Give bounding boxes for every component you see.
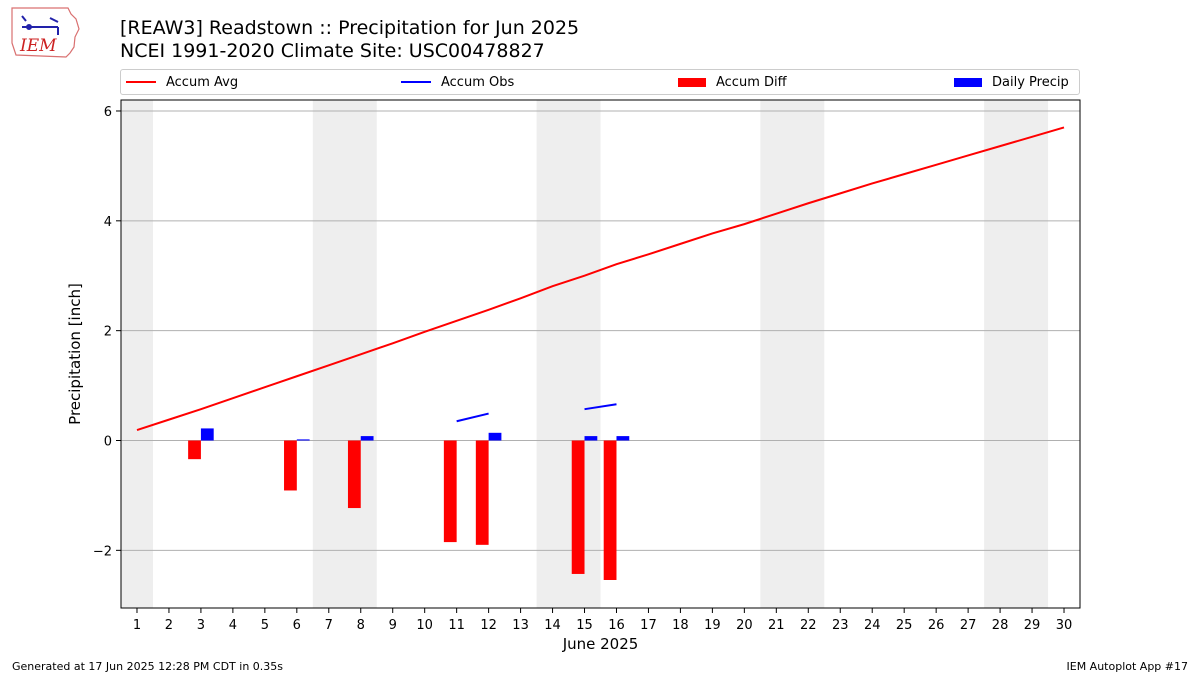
daily-precip-bar [200,428,214,441]
y-tick-label: 4 [104,215,112,230]
chart-title: [REAW3] Readstown :: Precipitation for J… [120,17,580,39]
x-tick-label: 12 [480,618,497,633]
app-credit: IEM Autoplot App #17 [1066,660,1189,673]
x-tick-label: 30 [1056,618,1073,633]
daily-precip-bar [360,436,374,441]
generated-timestamp: Generated at 17 Jun 2025 12:28 PM CDT in… [12,660,284,673]
legend-label: Daily Precip [992,74,1069,90]
legend-swatch [126,81,156,83]
x-tick-label: 6 [293,618,301,633]
x-tick-label: 27 [960,618,977,633]
daily-precip-bar [584,436,598,441]
x-tick-label: 28 [992,618,1009,633]
x-tick-label: 25 [896,618,913,633]
weekend-shade [121,100,153,608]
x-tick-label: 5 [261,618,269,633]
y-tick-label: −2 [93,544,112,559]
x-tick-label: 13 [512,618,529,633]
x-tick-label: 14 [544,618,561,633]
x-tick-label: 10 [416,618,433,633]
legend-item: Accum Diff [678,70,787,94]
accum-diff-bar [443,440,457,543]
weather-station-icon [21,15,59,35]
accum-diff-bar [347,440,361,509]
x-tick-label: 8 [357,618,365,633]
accum-diff-bar [188,440,201,460]
x-axis-label: June 2025 [562,635,639,653]
x-tick-label: 24 [864,618,881,633]
weekend-shade [536,100,601,608]
daily-precip-bar [296,439,310,441]
legend-swatch [678,77,706,87]
legend-label: Accum Avg [166,74,239,90]
y-tick-label: 2 [104,325,112,340]
iem-logo: IEM [11,7,80,58]
x-tick-label: 19 [704,618,721,633]
chart-subtitle: NCEI 1991-2020 Climate Site: USC00478827 [120,40,545,62]
accum-diff-bar [603,440,617,580]
legend-swatch [954,77,982,87]
accum-diff-bar [571,440,585,574]
accum-obs-line [456,412,489,423]
daily-precip-bar [488,432,502,441]
accum-avg-line [136,126,1065,432]
accum-diff-bar [475,440,489,545]
x-tick-label: 4 [229,618,237,633]
x-tick-label: 15 [576,618,593,633]
x-tick-label: 17 [640,618,657,633]
x-tick-label: 1 [133,618,141,633]
weekend-shade [760,100,825,608]
x-tick-label: 3 [197,618,205,633]
x-tick-label: 29 [1024,618,1041,633]
weekend-shade [984,100,1049,608]
legend-item: Accum Avg [126,70,238,94]
x-tick-label: 2 [165,618,173,633]
x-tick-label: 18 [672,618,689,633]
plot-frame [120,99,1081,609]
iowa-state-outline [11,7,80,58]
weekend-shade [312,100,377,608]
daily-precip-bar [616,436,630,441]
accum-obs-line [584,403,617,411]
x-tick-label: 23 [832,618,849,633]
x-tick-label: 9 [389,618,397,633]
legend-item: Accum Obs [401,70,514,94]
legend-label: Accum Obs [441,74,515,90]
x-tick-label: 21 [768,618,785,633]
accum-diff-bar [284,440,297,491]
y-tick-label: 0 [104,434,112,449]
x-tick-label: 11 [448,618,465,633]
y-tick-label: 6 [104,105,112,120]
legend-item: Daily Precip [954,70,1069,94]
x-tick-label: 22 [800,618,817,633]
x-tick-label: 26 [928,618,945,633]
legend-label: Accum Diff [716,74,787,90]
legend-swatch [401,81,431,83]
x-tick-label: 16 [608,618,625,633]
x-tick-label: 7 [325,618,333,633]
y-axis-label: Precipitation [inch] [66,283,84,425]
chart-legend: Accum Avg Accum Obs Accum Diff Daily Precip [120,69,1080,95]
x-tick-label: 20 [736,618,753,633]
logo-text: IEM [19,36,57,56]
